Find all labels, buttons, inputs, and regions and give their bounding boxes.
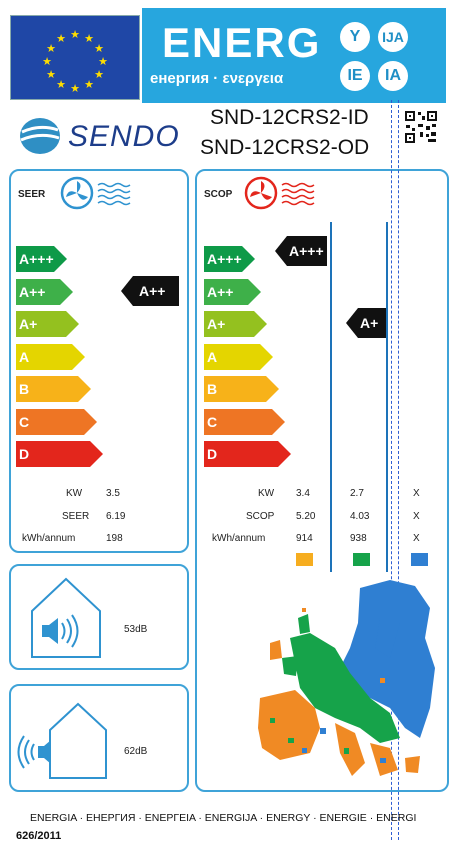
energy-header: ENERG енергия · ενεργεια Y IJA IE IA [142, 8, 446, 103]
model-outdoor: SND-12CRS2-OD [200, 136, 370, 159]
energy-class-label: A [207, 349, 217, 365]
energy-class-label: D [207, 446, 217, 462]
heating-rating-average: A+ [360, 315, 379, 331]
cool-row-label: SEER [62, 511, 90, 522]
zone-divider [386, 222, 388, 572]
energy-class-label: A [19, 349, 29, 365]
svg-text:★: ★ [70, 83, 80, 95]
dashed-guide [398, 100, 399, 840]
qr-code-icon [404, 110, 438, 144]
scop-title: SCOP [204, 189, 233, 200]
brand-name: SENDO [68, 120, 180, 153]
zone-warm-swatch [296, 553, 313, 566]
energy-class-bar: A+ [16, 311, 80, 342]
model-indoor: SND-12CRS2-ID [210, 106, 369, 129]
dashed-guide [391, 100, 392, 840]
europe-climate-map [258, 580, 435, 776]
cool-row-value: 6.19 [106, 511, 126, 522]
energy-class-bar: B [204, 376, 280, 407]
zone-average-swatch [353, 553, 370, 566]
energy-class-bar: A [16, 343, 86, 375]
outdoor-noise-value: 62dB [124, 746, 148, 757]
energy-class-label: A+ [19, 316, 37, 332]
heat-row-average: 2.7 [350, 488, 364, 499]
heating-rating-warm: A+++ [289, 243, 324, 259]
heat-row-label: SCOP [246, 511, 275, 522]
heat-row-label: kWh/annum [212, 533, 266, 544]
eu-stars-icon: ★ ★ ★ ★ ★ ★ ★ ★ ★ ★ ★ ★ [42, 29, 108, 95]
energy-class-bar: C [204, 408, 286, 440]
energy-class-label: A+++ [19, 251, 54, 267]
zone-cold-swatch [411, 553, 428, 566]
seer-title: SEER [18, 189, 46, 200]
svg-text:★: ★ [94, 69, 104, 81]
energ-title: ENERG [162, 19, 322, 66]
energy-class-bar: A [204, 343, 274, 375]
heating-rating-warm-tag: A+++ [275, 236, 327, 266]
svg-text:★: ★ [94, 43, 104, 55]
heat-row-warm: 914 [296, 533, 313, 544]
energy-class-bar: A+++ [204, 246, 256, 277]
energy-class-bar: A+ [204, 311, 268, 342]
cool-row-label: KW [66, 488, 83, 499]
cool-row-value: 198 [106, 533, 123, 544]
heating-rating-average-tag: A+ [346, 308, 386, 338]
energy-class-bar: A++ [16, 278, 74, 310]
lang-circle: IA [378, 61, 408, 91]
heat-row-average: 4.03 [350, 511, 370, 522]
cooling-scale: A+++ A++ A+ A B C D [16, 246, 116, 476]
cool-row-label: kWh/annum [22, 533, 76, 544]
energy-class-label: A+++ [207, 251, 242, 267]
energy-class-label: B [19, 381, 29, 397]
heat-row-cold: X [413, 511, 420, 522]
zone-divider [330, 222, 332, 572]
energy-class-bar: D [16, 441, 104, 472]
heat-row-label: KW [258, 488, 275, 499]
lang-circle: IJA [378, 22, 408, 52]
heat-row-warm: 5.20 [296, 511, 316, 522]
energ-subtitle: енергия · ενεργεια [150, 70, 284, 87]
svg-text:★: ★ [42, 56, 52, 68]
heating-scale: A+++ A++ A+ A B C D [204, 246, 304, 476]
energy-class-bar: C [16, 408, 98, 440]
energy-class-label: A+ [207, 316, 225, 332]
svg-text:★: ★ [84, 79, 94, 91]
energy-class-label: C [19, 414, 29, 430]
energy-class-bar: A+++ [16, 246, 68, 277]
heat-row-cold: X [413, 488, 420, 499]
heat-row-average: 938 [350, 533, 367, 544]
heating-fan-icon [244, 176, 315, 210]
lang-circle: IE [340, 61, 370, 91]
svg-text:★: ★ [46, 43, 56, 55]
eu-flag: ★ ★ ★ ★ ★ ★ ★ ★ ★ ★ ★ ★ [10, 15, 140, 100]
svg-text:★: ★ [98, 56, 108, 68]
energy-class-label: A++ [207, 284, 233, 300]
svg-text:★: ★ [56, 33, 66, 45]
cooling-rating: A++ [139, 283, 166, 299]
energy-class-bar: D [204, 441, 292, 472]
heat-row-cold: X [413, 533, 420, 544]
indoor-speaker-icon [31, 577, 101, 658]
sendo-logo-icon [20, 118, 60, 154]
svg-text:★: ★ [84, 33, 94, 45]
energy-class-bar: A++ [204, 278, 262, 310]
energy-class-label: B [207, 381, 217, 397]
energy-class-label: A++ [19, 284, 45, 300]
outdoor-speaker-icon [17, 702, 107, 779]
cooling-fan-icon [60, 176, 131, 210]
svg-text:★: ★ [46, 69, 56, 81]
footer-languages: ENERGIA · ЕНЕРГИЯ · ΕΝΕΡΓΕΙΑ · ENERGIJA … [30, 812, 417, 824]
heat-row-warm: 3.4 [296, 488, 310, 499]
cool-row-value: 3.5 [106, 488, 120, 499]
energy-class-bar: B [16, 376, 92, 407]
outdoor-noise-panel [9, 684, 189, 792]
cooling-rating-tag: A++ [121, 276, 179, 306]
svg-text:★: ★ [70, 29, 80, 41]
energy-class-label: C [207, 414, 217, 430]
energy-class-label: D [19, 446, 29, 462]
indoor-noise-value: 53dB [124, 624, 148, 635]
regulation-number: 626/2011 [16, 830, 62, 842]
svg-text:★: ★ [56, 79, 66, 91]
lang-circle: Y [340, 22, 370, 52]
